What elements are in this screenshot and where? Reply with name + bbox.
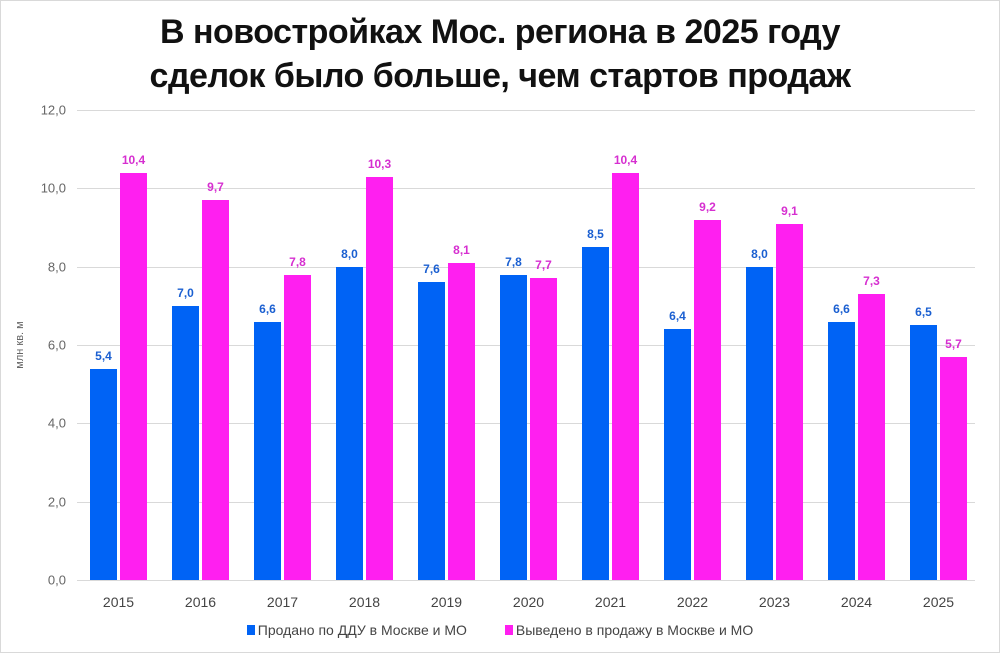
legend-item-launched: Выведено в продажу в Москве и МО [504, 622, 754, 638]
bar-sold [336, 266, 363, 580]
data-label: 10,3 [367, 156, 392, 171]
x-tick-label: 2015 [102, 594, 135, 610]
y-tick-label: 6,0 [47, 337, 66, 353]
x-tick-label: 2024 [840, 594, 873, 610]
bar-launched [448, 262, 475, 580]
x-tick-label: 2020 [512, 594, 545, 610]
data-label: 5,4 [95, 348, 112, 363]
data-label: 9,2 [699, 199, 716, 214]
chart-title: В новостройках Мос. региона в 2025 году … [0, 10, 1000, 98]
data-label: 8,5 [587, 227, 604, 242]
data-label: 7,6 [423, 262, 440, 277]
bar-launched [284, 274, 311, 580]
bar-sold [254, 321, 281, 580]
bar-launched [940, 356, 967, 580]
bar-sold [90, 368, 117, 580]
bar-launched [530, 278, 557, 580]
chart-title-line-1: В новостройках Мос. региона в 2025 году [159, 13, 841, 51]
data-label: 5,7 [945, 336, 962, 351]
bar-launched [612, 172, 639, 580]
bar-sold [418, 282, 445, 580]
bar-launched [120, 172, 147, 580]
data-label: 9,7 [207, 180, 224, 195]
data-label: 6,6 [833, 301, 850, 316]
data-label: 7,8 [505, 254, 522, 269]
bar-sold [500, 274, 527, 580]
bar-sold [910, 325, 937, 580]
gridline [77, 580, 975, 581]
bar-launched [694, 219, 721, 580]
y-tick-label: 0,0 [47, 572, 66, 588]
gridline [77, 266, 975, 268]
data-label: 6,5 [915, 305, 932, 320]
data-label: 8,0 [751, 246, 768, 261]
data-label: 6,6 [259, 301, 276, 316]
data-label: 8,0 [341, 246, 358, 261]
y-tick-label: 8,0 [47, 259, 66, 275]
legend-label: Продано по ДДУ в Москве и МО [257, 622, 467, 638]
x-tick-label: 2023 [758, 594, 791, 610]
data-label: 7,8 [289, 254, 306, 269]
bar-launched [366, 176, 393, 580]
legend-label: Выведено в продажу в Москве и МО [515, 622, 754, 638]
data-label: 7,7 [535, 258, 552, 273]
x-tick-label: 2016 [184, 594, 217, 610]
x-tick-label: 2018 [348, 594, 381, 610]
data-label: 8,1 [453, 242, 470, 257]
legend-swatch-icon [246, 625, 255, 635]
data-label: 7,0 [177, 285, 194, 300]
bar-sold [172, 305, 199, 580]
data-label: 6,4 [669, 309, 686, 324]
data-label: 10,4 [121, 152, 146, 167]
bar-sold [746, 266, 773, 580]
legend-swatch-icon [504, 625, 513, 635]
bar-launched [858, 294, 885, 580]
x-tick-label: 2019 [430, 594, 463, 610]
y-tick-label: 4,0 [47, 415, 66, 431]
bar-sold [664, 329, 691, 580]
data-label: 10,4 [613, 152, 638, 167]
gridline [77, 188, 975, 190]
bar-launched [776, 223, 803, 580]
chart-title-line-2: сделок было больше, чем стартов продаж [149, 57, 851, 95]
bar-sold [582, 247, 609, 580]
x-tick-label: 2025 [922, 594, 955, 610]
bar-launched [202, 200, 229, 580]
x-tick-label: 2022 [676, 594, 709, 610]
x-tick-label: 2021 [594, 594, 627, 610]
legend: Продано по ДДУ в Москве и МО Выведено в п… [0, 622, 1000, 638]
legend-item-sold: Продано по ДДУ в Москве и МО [246, 622, 467, 638]
gridline [77, 110, 975, 111]
y-tick-label: 10,0 [40, 180, 66, 196]
y-tick-label: 12,0 [40, 102, 66, 118]
data-label: 7,3 [863, 274, 880, 289]
bar-sold [828, 321, 855, 580]
y-tick-label: 2,0 [47, 494, 66, 510]
x-tick-label: 2017 [266, 594, 299, 610]
data-label: 9,1 [781, 203, 798, 218]
